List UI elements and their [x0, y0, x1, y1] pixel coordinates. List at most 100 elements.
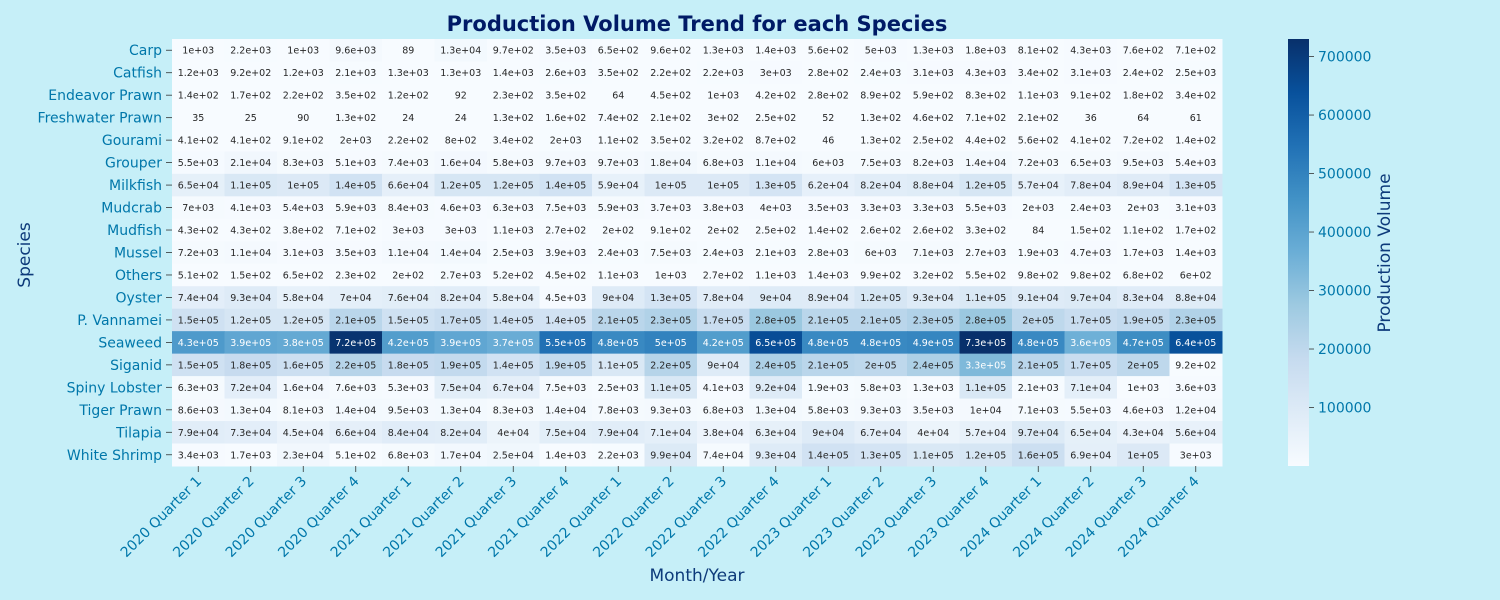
heatmap-cell: [1064, 83, 1118, 107]
heatmap-cell: [802, 241, 855, 265]
heatmap-cell: [592, 376, 645, 400]
heatmap-cell: [539, 173, 593, 197]
cell-value-label: 2.2e+02: [650, 68, 691, 79]
cell-value-label: 90: [297, 113, 309, 124]
cell-value-label: 5.9e+02: [913, 91, 954, 102]
cell-value-label: 9.7e+03: [545, 158, 586, 169]
heatmap-cell: [1169, 196, 1223, 220]
cell-value-label: 61: [1190, 113, 1202, 124]
heatmap-cell: [1169, 39, 1223, 62]
cell-value-label: 1.2e+03: [178, 68, 219, 79]
heatmap-cell: [1064, 353, 1118, 377]
cell-value-label: 8.4e+03: [388, 203, 429, 214]
cell-value-label: 1e+05: [655, 181, 687, 192]
heatmap-cell: [277, 83, 330, 107]
heatmap-cell: [224, 61, 278, 85]
cell-value-label: 3.9e+05: [440, 338, 481, 349]
cell-value-label: 1.3e+04: [440, 46, 481, 57]
heatmap-cell: [1012, 106, 1065, 130]
heatmap-cell: [539, 61, 593, 85]
heatmap-cell: [907, 218, 960, 242]
cell-value-label: 1.7e+02: [1175, 226, 1216, 237]
heatmap-cell: [487, 398, 540, 422]
cell-value-label: 7.2e+05: [335, 338, 376, 349]
heatmap-cell: [487, 241, 540, 265]
heatmap-cell: [487, 218, 540, 242]
row-label: Others: [115, 268, 162, 284]
heatmap-cell: [224, 421, 278, 445]
cell-value-label: 1.4e+04: [335, 405, 376, 416]
heatmap-cell: [1064, 286, 1118, 310]
heatmap-cell: [382, 151, 435, 175]
cell-value-label: 7.9e+04: [598, 428, 639, 439]
heatmap-cell: [434, 218, 488, 242]
heatmap-cell: [172, 443, 225, 467]
cell-value-label: 2.3e+04: [283, 450, 324, 461]
cell-value-label: 1.4e+02: [808, 226, 849, 237]
heatmap-cell: [539, 308, 593, 332]
heatmap-cell: [1012, 61, 1065, 85]
cell-value-label: 6.5e+05: [755, 338, 796, 349]
heatmap-cell: [592, 263, 645, 287]
cell-value-label: 7.2e+03: [1018, 158, 1059, 169]
heatmap-cell: [224, 331, 278, 355]
cell-value-label: 1.3e+04: [230, 405, 271, 416]
cell-value-label: 1.3e+05: [650, 293, 691, 304]
cell-value-label: 2.8e+03: [808, 248, 849, 259]
heatmap-cell: [854, 106, 908, 130]
cell-value-label: 1.3e+03: [388, 68, 429, 79]
heatmap-cell: [329, 61, 383, 85]
cell-value-label: 1e+03: [655, 270, 687, 281]
colorbar-tick-label: 500000: [1318, 167, 1371, 183]
heatmap-cell: [224, 443, 278, 467]
heatmap-cell: [749, 353, 803, 377]
cell-value-label: 2.3e+05: [913, 315, 954, 326]
heatmap-cell: [1064, 128, 1118, 152]
heatmap-cell: [1169, 353, 1223, 377]
heatmap-cell: [382, 39, 435, 62]
cell-value-label: 8.2e+04: [440, 428, 481, 439]
heatmap-cell: [854, 39, 908, 62]
cell-value-label: 9.6e+02: [650, 46, 691, 57]
cell-value-label: 9.2e+02: [1175, 360, 1216, 371]
cell-value-label: 1.9e+05: [440, 360, 481, 371]
cell-value-label: 4.3e+05: [178, 338, 219, 349]
cell-value-label: 1.4e+03: [1175, 248, 1216, 259]
cell-value-label: 2.8e+02: [808, 91, 849, 102]
heatmap-cell: [1117, 376, 1170, 400]
heatmap-cell: [854, 421, 908, 445]
cell-value-label: 5.9e+03: [335, 203, 376, 214]
heatmap-cell: [1117, 443, 1170, 467]
cell-value-label: 5.6e+04: [1175, 428, 1216, 439]
cell-value-label: 6.8e+02: [1123, 270, 1164, 281]
heatmap-cell: [959, 398, 1013, 422]
heatmap-cell: [749, 331, 803, 355]
heatmap-cell: [172, 128, 225, 152]
heatmap-cell: [854, 241, 908, 265]
cell-value-label: 3.8e+02: [283, 226, 324, 237]
heatmap-cell: [539, 128, 593, 152]
cell-value-label: 4.5e+02: [545, 270, 586, 281]
cell-value-label: 5.5e+02: [965, 270, 1006, 281]
cell-value-label: 2.3e+05: [650, 315, 691, 326]
heatmap-cell: [224, 263, 278, 287]
cell-value-label: 1.1e+02: [598, 136, 639, 147]
heatmap-cell: [434, 331, 488, 355]
heatmap-cell: [172, 263, 225, 287]
heatmap-cell: [277, 151, 330, 175]
heatmap-cell: [1169, 331, 1223, 355]
heatmap-cell: [1169, 241, 1223, 265]
cell-value-label: 3.6e+05: [1070, 338, 1111, 349]
cell-value-label: 7.8e+03: [598, 405, 639, 416]
cell-value-label: 7.9e+04: [178, 428, 219, 439]
cell-value-label: 9.1e+02: [650, 226, 691, 237]
cell-value-label: 3.3e+05: [965, 360, 1006, 371]
cell-value-label: 3.7e+05: [493, 338, 534, 349]
heatmap-cell: [854, 151, 908, 175]
heatmap-cell: [487, 286, 540, 310]
heatmap-cell: [749, 196, 803, 220]
cell-value-label: 9.1e+04: [1018, 293, 1059, 304]
cell-value-label: 6.2e+04: [808, 181, 849, 192]
heatmap-cell: [907, 398, 960, 422]
